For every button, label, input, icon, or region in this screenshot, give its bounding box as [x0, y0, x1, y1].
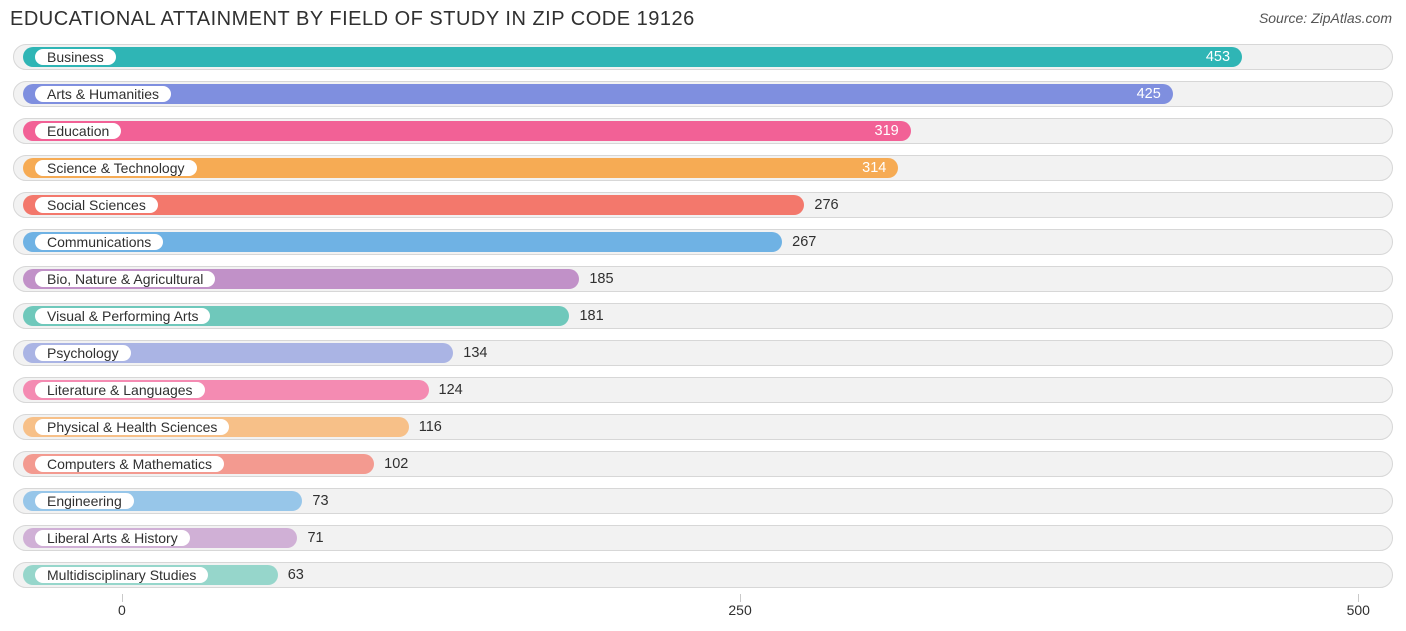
- bar-row: Visual & Performing Arts 181: [13, 300, 1393, 332]
- x-axis: 0 250 500: [13, 596, 1393, 622]
- bar-row: Arts & Humanities425: [13, 78, 1393, 110]
- axis-tick: [1358, 594, 1359, 602]
- bar-value-label: 102: [374, 454, 408, 474]
- bar-value-label: 425: [23, 84, 1173, 104]
- bar-value-label: 185: [579, 269, 613, 289]
- bar-row: Science & Technology314: [13, 152, 1393, 184]
- bar-value-label: 124: [429, 380, 463, 400]
- bar-category-label: Literature & Languages: [33, 380, 207, 400]
- bar-value-label: 453: [23, 47, 1242, 67]
- bar-value-label: 116: [409, 417, 442, 437]
- bar-category-label: Multidisciplinary Studies: [33, 565, 210, 585]
- bar-value-label: 319: [23, 121, 911, 141]
- bar-value-label: 267: [782, 232, 816, 252]
- bar-category-label: Liberal Arts & History: [33, 528, 192, 548]
- bar-row: Liberal Arts & History 71: [13, 522, 1393, 554]
- bar-category-label: Visual & Performing Arts: [33, 306, 212, 326]
- axis-tick-label: 500: [1347, 602, 1370, 618]
- bar-row: Bio, Nature & Agricultural 185: [13, 263, 1393, 295]
- axis-tick-label: 0: [118, 602, 126, 618]
- bar-row: Communications 267: [13, 226, 1393, 258]
- bar-value-label: 73: [302, 491, 328, 511]
- bar-value-label: 63: [278, 565, 304, 585]
- bar-row: Social Sciences 276: [13, 189, 1393, 221]
- bar-value-label: 134: [453, 343, 487, 363]
- bar-value-label: 181: [569, 306, 603, 326]
- bar-category-label: Psychology: [33, 343, 133, 363]
- bar-row: Literature & Languages 124: [13, 374, 1393, 406]
- chart-area: Business453 Arts & Humanities425 Education…: [13, 41, 1393, 622]
- bar-value-label: 314: [23, 158, 898, 178]
- bar-category-label: Engineering: [33, 491, 136, 511]
- chart-source: Source: ZipAtlas.com: [1259, 10, 1392, 26]
- axis-tick: [122, 594, 123, 602]
- bar-row: Engineering 73: [13, 485, 1393, 517]
- axis-tick: [740, 594, 741, 602]
- bar-category-label: Bio, Nature & Agricultural: [33, 269, 217, 289]
- bar-value-label: 276: [804, 195, 838, 215]
- bar-category-label: Computers & Mathematics: [33, 454, 226, 474]
- bar-row: Business453: [13, 41, 1393, 73]
- bar-category-label: Communications: [33, 232, 165, 252]
- bar-value-label: 71: [297, 528, 323, 548]
- chart-header: EDUCATIONAL ATTAINMENT BY FIELD OF STUDY…: [10, 8, 1396, 31]
- bar-category-label: Social Sciences: [33, 195, 160, 215]
- bar-row: Psychology 134: [13, 337, 1393, 369]
- bar-row: Computers & Mathematics 102: [13, 448, 1393, 480]
- chart-title: EDUCATIONAL ATTAINMENT BY FIELD OF STUDY…: [10, 8, 695, 31]
- bar-category-label: Physical & Health Sciences: [33, 417, 231, 437]
- bar-row: Education319: [13, 115, 1393, 147]
- axis-tick-label: 250: [728, 602, 751, 618]
- bar-row: Physical & Health Sciences 116: [13, 411, 1393, 443]
- bar-row: Multidisciplinary Studies 63: [13, 559, 1393, 591]
